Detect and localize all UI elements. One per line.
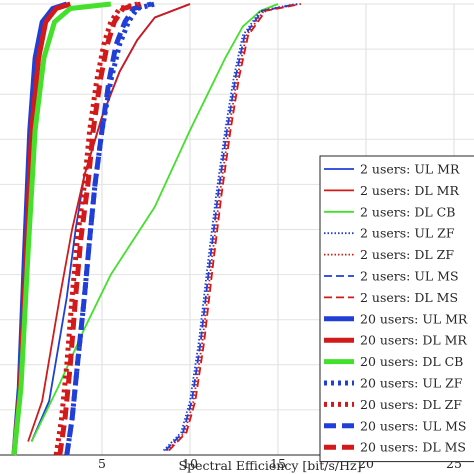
plot-series (11, 1, 302, 456)
legend-label-6: 2 users: DL MS (360, 290, 458, 305)
legend-label-8: 20 users: DL MR (360, 333, 467, 348)
legend-label-0: 2 users: UL MR (360, 162, 460, 177)
legend-label-4: 2 users: DL ZF (360, 247, 454, 262)
legend-label-11: 20 users: DL ZF (360, 397, 462, 412)
series-line-12 (64, 1, 152, 456)
legend-label-2: 2 users: DL CB (360, 204, 455, 219)
x-tick-label-1: 10 (182, 456, 198, 471)
legend-label-9: 20 users: DL CB (360, 354, 463, 369)
series-line-6 (168, 3, 302, 452)
series-line-9 (11, 1, 112, 456)
series-line-10 (64, 1, 156, 456)
legend-label-5: 2 users: UL MS (360, 269, 459, 284)
series-line-4 (166, 3, 300, 452)
x-tick-label-0: 5 (98, 456, 106, 471)
series-line-5 (164, 3, 298, 452)
x-tick-label-2: 15 (270, 456, 286, 471)
legend-label-3: 2 users: UL ZF (360, 226, 455, 241)
legend-label-13: 20 users: DL MS (360, 440, 466, 455)
series-line-3 (162, 3, 296, 452)
x-axis-label: Spectral Efficiency [bit/s/Hz] (179, 458, 362, 473)
legend-label-10: 20 users: UL ZF (360, 376, 463, 391)
legend-box (319, 155, 474, 463)
legend-label-7: 20 users: UL MR (360, 311, 468, 326)
legend-label-1: 2 users: DL MR (360, 183, 459, 198)
series-line-13 (57, 1, 142, 456)
legend-label-12: 20 users: UL MS (360, 418, 467, 433)
legend: 2 users: UL MR 2 users: DL MR 2 users: DL … (319, 155, 474, 463)
